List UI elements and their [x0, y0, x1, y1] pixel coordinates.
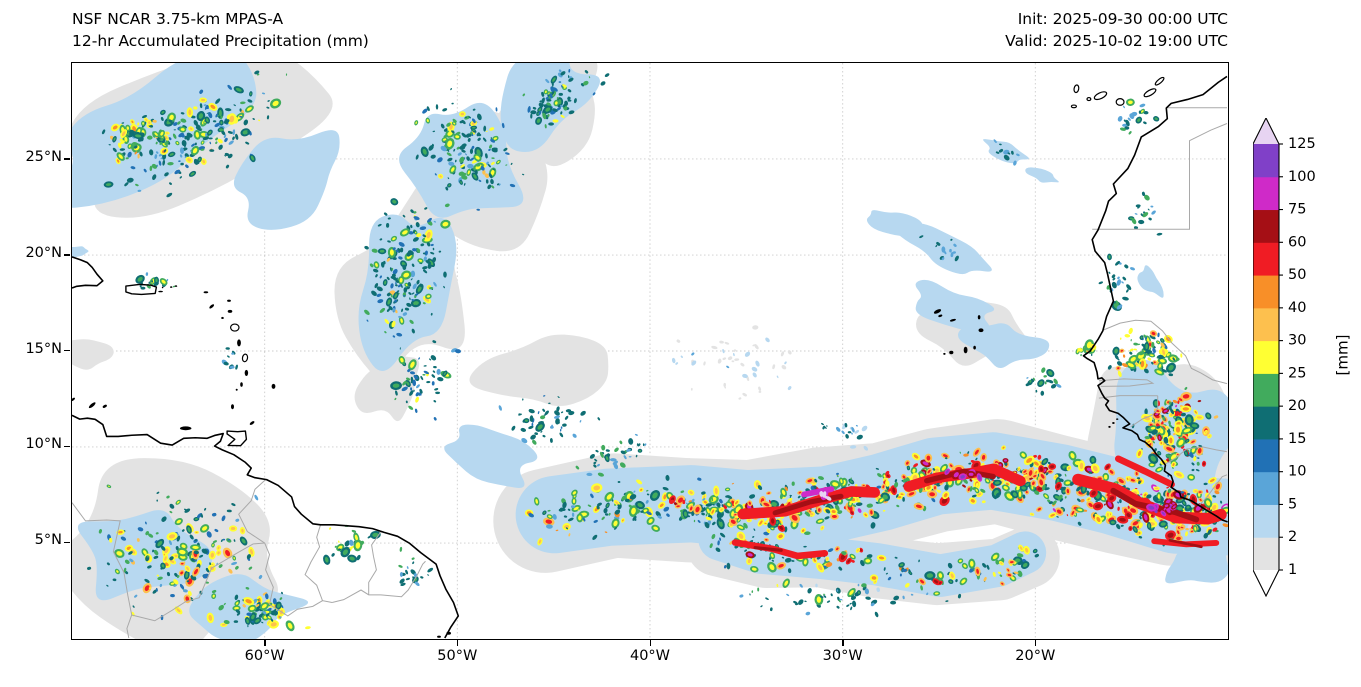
- y-tick-label: 10°N: [25, 436, 62, 453]
- title-block: NSF NCAR 3.75-km MPAS-A 12-hr Accumulate…: [72, 8, 369, 52]
- x-tick-mark: [456, 640, 459, 646]
- svg-text:10: 10: [1288, 464, 1306, 480]
- svg-text:1: 1: [1288, 562, 1297, 578]
- x-tick-label: 40°W: [629, 648, 671, 664]
- svg-text:40: 40: [1288, 300, 1306, 316]
- x-tick-label: 20°W: [1015, 648, 1056, 664]
- country-borders: [72, 107, 1228, 639]
- y-tick-mark: [64, 254, 70, 256]
- svg-text:60: 60: [1288, 234, 1306, 250]
- time-block: Init: 2025-09-30 00:00 UTC Valid: 2025-1…: [1005, 8, 1228, 52]
- svg-text:50: 50: [1288, 267, 1306, 283]
- colorbar-over-arrow: [1253, 118, 1279, 144]
- precipitation-map-canvas: [72, 63, 1228, 639]
- coastlines: [72, 75, 1228, 639]
- model-title: NSF NCAR 3.75-km MPAS-A: [72, 10, 284, 28]
- svg-text:125: 125: [1288, 136, 1316, 152]
- init-time-label: Init: 2025-09-30 00:00 UTC: [1017, 10, 1228, 28]
- colorbar: 1 2 5 10 15 20 25 30 40 50 60 75 100 125: [1252, 116, 1361, 598]
- x-tick-label: 50°W: [437, 648, 478, 664]
- valid-time-label: Valid: 2025-10-02 19:00 UTC: [1005, 32, 1228, 50]
- colorbar-segments: [1252, 116, 1280, 598]
- svg-text:30: 30: [1288, 333, 1306, 349]
- y-tick-label: 5°N: [34, 532, 62, 549]
- x-tick-mark: [1034, 640, 1037, 646]
- svg-text:5: 5: [1288, 496, 1297, 512]
- y-tick-label: 25°N: [25, 148, 62, 165]
- y-tick-mark: [64, 445, 70, 448]
- svg-text:75: 75: [1288, 202, 1306, 218]
- x-tick-mark: [264, 640, 266, 646]
- y-tick-label: 20°N: [25, 244, 62, 261]
- x-tick-label: 30°W: [822, 648, 863, 664]
- x-tick-label: 60°W: [244, 648, 285, 664]
- y-tick-mark: [64, 158, 70, 160]
- svg-text:2: 2: [1288, 529, 1297, 545]
- y-tick-label: 15°N: [25, 340, 62, 357]
- y-tick-mark: [64, 350, 70, 352]
- product-title: 12-hr Accumulated Precipitation (mm): [72, 32, 369, 50]
- x-tick-mark: [842, 640, 844, 646]
- svg-text:100: 100: [1288, 169, 1316, 185]
- svg-text:20: 20: [1288, 398, 1306, 414]
- svg-text:25: 25: [1288, 365, 1306, 381]
- svg-text:15: 15: [1288, 431, 1306, 447]
- map-frame: [71, 62, 1229, 640]
- colorbar-unit-label: [mm]: [1333, 334, 1352, 376]
- x-tick-mark: [649, 640, 651, 646]
- y-tick-mark: [64, 541, 70, 544]
- colorbar-under-arrow: [1253, 570, 1279, 596]
- precipitation-field: [72, 63, 1228, 639]
- islands: [72, 76, 1165, 638]
